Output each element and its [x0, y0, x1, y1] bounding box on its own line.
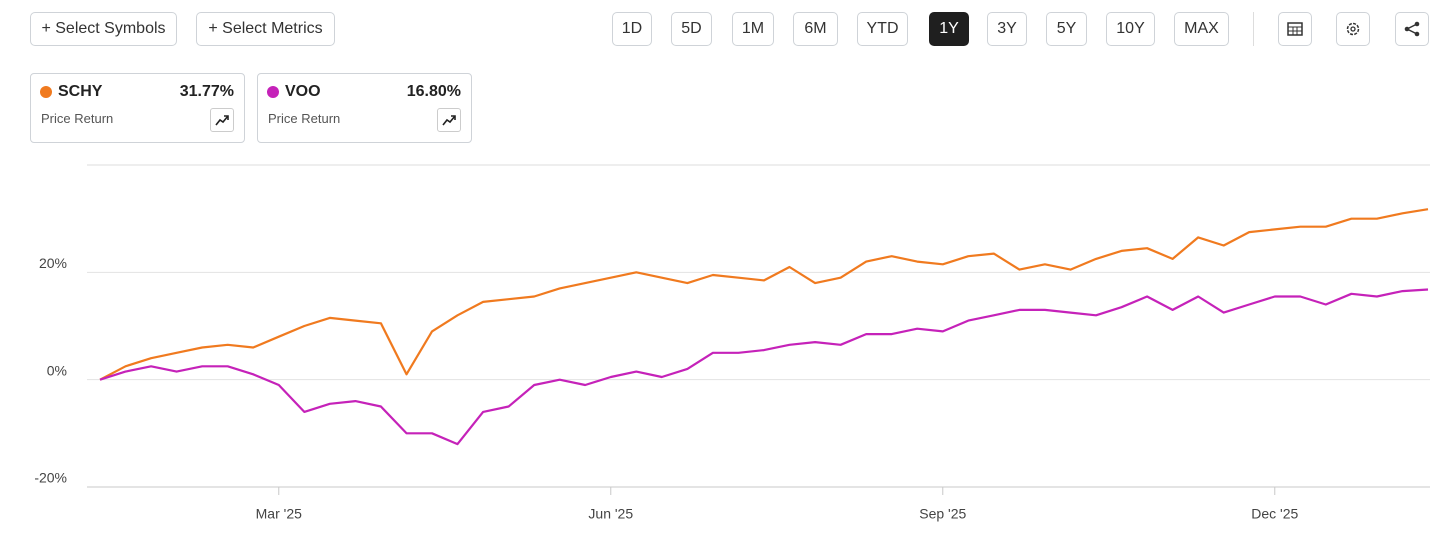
legend-card[interactable]: SCHY 31.77% Price Return: [30, 73, 245, 143]
legend-card[interactable]: VOO 16.80% Price Return: [257, 73, 472, 143]
share-button[interactable]: [1395, 12, 1429, 46]
range-button[interactable]: 3Y: [987, 12, 1027, 46]
x-tick-label: Jun '25: [588, 506, 633, 522]
legend-symbol: VOO: [285, 83, 321, 100]
trend-icon: [442, 115, 456, 126]
range-button[interactable]: MAX: [1174, 12, 1229, 46]
range-button[interactable]: 1M: [732, 12, 774, 46]
series-line: [99, 208, 1429, 381]
table-icon: [1287, 22, 1303, 36]
series-line: [99, 288, 1429, 446]
legend-return: 31.77%: [179, 83, 234, 100]
trend-icon: [215, 115, 229, 126]
select-symbols[interactable]: + Select Symbols: [30, 12, 177, 46]
y-tick-label: 0%: [47, 362, 67, 378]
range-button[interactable]: 5D: [671, 12, 712, 46]
x-tick-label: Dec '25: [1251, 506, 1298, 522]
legend-swatch: [40, 86, 52, 98]
legend-metric: Price Return: [268, 111, 341, 126]
chart-type-icon[interactable]: [437, 108, 461, 132]
range-button[interactable]: 5Y: [1046, 12, 1087, 46]
divider: [1253, 12, 1254, 46]
settings-button[interactable]: [1336, 12, 1370, 46]
settings-icon: [1346, 22, 1360, 36]
chart-type-icon[interactable]: [210, 108, 234, 132]
y-tick-label: -20%: [34, 470, 67, 486]
range-button[interactable]: 10Y: [1106, 12, 1155, 46]
x-tick-label: Sep '25: [919, 506, 966, 522]
range-button[interactable]: YTD: [857, 12, 908, 46]
range-button[interactable]: 1Y: [929, 12, 969, 46]
y-tick-label: 20%: [39, 255, 67, 271]
share-icon: [1404, 21, 1420, 37]
x-tick-label: Mar '25: [256, 506, 302, 522]
select-metrics[interactable]: + Select Metrics: [196, 12, 335, 46]
table-button[interactable]: [1278, 12, 1312, 46]
range-button[interactable]: 6M: [793, 12, 838, 46]
legend-swatch: [267, 86, 279, 98]
range-button[interactable]: 1D: [612, 12, 652, 46]
legend-symbol: SCHY: [58, 83, 103, 100]
legend-metric: Price Return: [41, 111, 114, 126]
legend-return: 16.80%: [406, 83, 461, 100]
